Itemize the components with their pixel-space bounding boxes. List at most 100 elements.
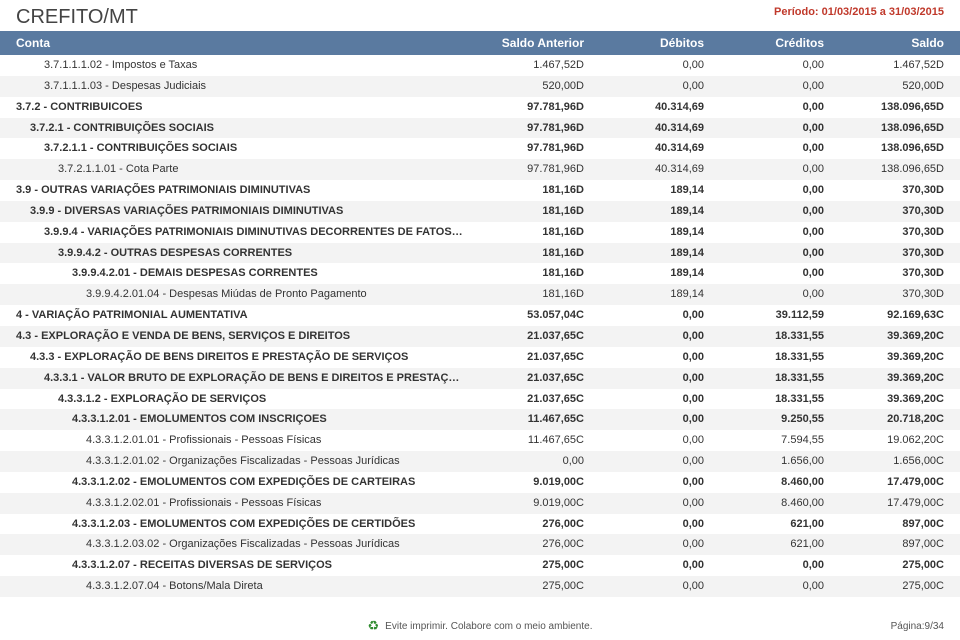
creditos: 0,00 [704,246,824,261]
creditos: 18.331,55 [704,329,824,344]
account-label: 3.9.9.4 - VARIAÇÕES PATRIMONIAIS DIMINUT… [16,225,464,240]
saldo-anterior: 0,00 [464,454,584,469]
debitos: 0,00 [584,308,704,323]
debitos: 40.314,69 [584,100,704,115]
page-number: Página:9/34 [891,621,944,632]
saldo: 39.369,20C [824,392,944,407]
page-footer: ♻ Evite imprimir. Colabore com o meio am… [0,616,960,636]
account-label: 3.7.1.1.1.03 - Despesas Judiciais [16,79,464,94]
saldo: 138.096,65D [824,162,944,177]
saldo: 897,00C [824,537,944,552]
saldo: 897,00C [824,517,944,532]
table-row: 3.7.2.1 - CONTRIBUIÇÕES SOCIAIS97.781,96… [0,118,960,139]
account-label: 3.9.9.4.2 - OUTRAS DESPESAS CORRENTES [16,246,464,261]
account-label: 4.3.3.1.2.02 - EMOLUMENTOS COM EXPEDIÇÕE… [16,475,464,490]
debitos: 0,00 [584,558,704,573]
saldo-anterior: 275,00C [464,579,584,594]
creditos: 0,00 [704,287,824,302]
debitos: 189,14 [584,225,704,240]
saldo-anterior: 520,00D [464,79,584,94]
creditos: 18.331,55 [704,392,824,407]
saldo: 17.479,00C [824,496,944,511]
creditos: 0,00 [704,121,824,136]
table-row: 4.3.3.1.2.03.02 - Organizações Fiscaliza… [0,534,960,555]
table-row: 3.9.9.4.2 - OUTRAS DESPESAS CORRENTES181… [0,243,960,264]
account-label: 3.9 - OUTRAS VARIAÇÕES PATRIMONIAIS DIMI… [16,183,464,198]
debitos: 0,00 [584,329,704,344]
saldo: 370,30D [824,204,944,219]
account-label: 3.7.2.1.1.01 - Cota Parte [16,162,464,177]
saldo: 20.718,20C [824,412,944,427]
saldo-anterior: 11.467,65C [464,412,584,427]
debitos: 40.314,69 [584,162,704,177]
account-label: 4.3.3.1.2.07 - RECEITAS DIVERSAS DE SERV… [16,558,464,573]
debitos: 189,14 [584,183,704,198]
col-saldo: Saldo [824,36,944,50]
saldo-anterior: 97.781,96D [464,121,584,136]
table-row: 3.9.9 - DIVERSAS VARIAÇÕES PATRIMONIAIS … [0,201,960,222]
col-conta: Conta [16,36,464,50]
account-label: 4.3.3.1.2.07.04 - Botons/Mala Direta [16,579,464,594]
saldo-anterior: 181,16D [464,287,584,302]
account-label: 4.3 - EXPLORAÇÃO E VENDA DE BENS, SERVIÇ… [16,329,464,344]
saldo: 138.096,65D [824,121,944,136]
creditos: 0,00 [704,266,824,281]
account-label: 3.7.2.1 - CONTRIBUIÇÕES SOCIAIS [16,121,464,136]
creditos: 8.460,00 [704,496,824,511]
creditos: 0,00 [704,141,824,156]
creditos: 0,00 [704,162,824,177]
saldo-anterior: 181,16D [464,225,584,240]
table-row: 3.7.2 - CONTRIBUICOES97.781,96D40.314,69… [0,97,960,118]
saldo-anterior: 11.467,65C [464,433,584,448]
debitos: 0,00 [584,350,704,365]
creditos: 18.331,55 [704,371,824,386]
creditos: 621,00 [704,537,824,552]
saldo-anterior: 21.037,65C [464,392,584,407]
saldo-anterior: 21.037,65C [464,350,584,365]
saldo: 1.467,52D [824,58,944,73]
table-row: 4.3.3.1.2.07.04 - Botons/Mala Direta275,… [0,576,960,597]
account-label: 4.3.3.1.2.01.02 - Organizações Fiscaliza… [16,454,464,469]
debitos: 0,00 [584,475,704,490]
debitos: 0,00 [584,412,704,427]
table-row: 4.3.3.1.2.07 - RECEITAS DIVERSAS DE SERV… [0,555,960,576]
saldo-anterior: 97.781,96D [464,141,584,156]
col-creditos: Créditos [704,36,824,50]
saldo: 138.096,65D [824,100,944,115]
creditos: 9.250,55 [704,412,824,427]
table-row: 3.9 - OUTRAS VARIAÇÕES PATRIMONIAIS DIMI… [0,180,960,201]
debitos: 0,00 [584,392,704,407]
table-row: 3.7.2.1.1.01 - Cota Parte97.781,96D40.31… [0,159,960,180]
saldo: 39.369,20C [824,350,944,365]
debitos: 0,00 [584,517,704,532]
col-saldo-anterior: Saldo Anterior [464,36,584,50]
debitos: 0,00 [584,496,704,511]
debitos: 189,14 [584,266,704,281]
saldo: 19.062,20C [824,433,944,448]
creditos: 7.594,55 [704,433,824,448]
saldo-anterior: 9.019,00C [464,496,584,511]
saldo-anterior: 21.037,65C [464,371,584,386]
account-label: 4.3.3.1 - VALOR BRUTO DE EXPLORAÇÃO DE B… [16,371,464,386]
debitos: 40.314,69 [584,121,704,136]
account-label: 3.7.2 - CONTRIBUICOES [16,100,464,115]
table-row: 3.7.1.1.1.03 - Despesas Judiciais520,00D… [0,76,960,97]
account-label: 3.9.9.4.2.01.04 - Despesas Miúdas de Pro… [16,287,464,302]
table-row: 3.9.9.4.2.01.04 - Despesas Miúdas de Pro… [0,284,960,305]
saldo: 138.096,65D [824,141,944,156]
creditos: 0,00 [704,79,824,94]
account-label: 4.3.3 - EXPLORAÇÃO DE BENS DIREITOS E PR… [16,350,464,365]
table-row: 4.3.3.1.2.02 - EMOLUMENTOS COM EXPEDIÇÕE… [0,472,960,493]
debitos: 40.314,69 [584,141,704,156]
debitos: 0,00 [584,579,704,594]
saldo-anterior: 9.019,00C [464,475,584,490]
table-row: 3.7.1.1.1.02 - Impostos e Taxas1.467,52D… [0,55,960,76]
saldo-anterior: 181,16D [464,266,584,281]
table-row: 3.9.9.4 - VARIAÇÕES PATRIMONIAIS DIMINUT… [0,222,960,243]
debitos: 189,14 [584,246,704,261]
creditos: 0,00 [704,183,824,198]
account-label: 4.3.3.1.2.01 - EMOLUMENTOS COM INSCRIÇOE… [16,412,464,427]
col-debitos: Débitos [584,36,704,50]
creditos: 0,00 [704,558,824,573]
account-label: 3.9.9.4.2.01 - DEMAIS DESPESAS CORRENTES [16,266,464,281]
